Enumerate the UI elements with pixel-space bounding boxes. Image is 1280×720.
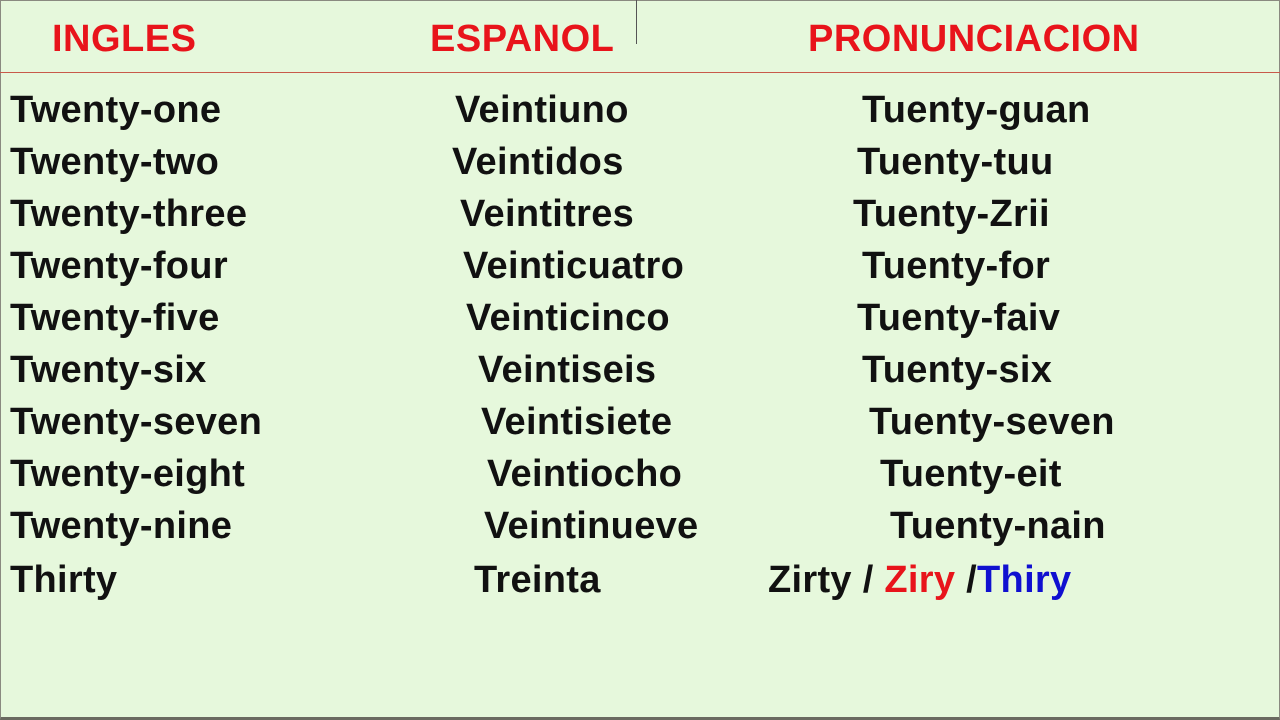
- spanish-word: Veinticuatro: [463, 245, 685, 287]
- header-divider: [0, 72, 1280, 73]
- english-word: Twenty-nine: [10, 505, 233, 547]
- pronunciation-variant-blue: Thiry: [977, 559, 1072, 601]
- spanish-word: Veintisiete: [481, 401, 673, 443]
- english-word: Twenty-one: [10, 89, 222, 131]
- spanish-word: Veintinueve: [484, 505, 699, 547]
- pronunciation-word: Tuenty-for: [862, 245, 1051, 287]
- english-word: Twenty-three: [10, 193, 248, 235]
- english-word: Twenty-seven: [10, 401, 263, 443]
- english-word: Twenty-two: [10, 141, 220, 183]
- spanish-word: Treinta: [474, 559, 601, 601]
- english-word: Twenty-six: [10, 349, 207, 391]
- spanish-word: Veintiocho: [487, 453, 683, 495]
- pronunciation-variant-black: Zirty /: [768, 559, 885, 601]
- spanish-word: Veintidos: [452, 141, 624, 183]
- english-word: Thirty: [10, 559, 118, 601]
- spanish-word: Veintitres: [460, 193, 635, 235]
- english-word: Twenty-five: [10, 297, 220, 339]
- header-english: INGLES: [52, 18, 197, 60]
- header-pronunciation: PRONUNCIACION: [808, 18, 1140, 60]
- pronunciation-word: Tuenty-tuu: [857, 141, 1054, 183]
- pronunciation-separator: /: [955, 559, 978, 601]
- spanish-word: Veintiseis: [478, 349, 657, 391]
- pronunciation-word: Tuenty-six: [862, 349, 1053, 391]
- pronunciation-word: Zirty / Ziry /Thiry: [768, 557, 1071, 603]
- mouse-pointer-line: [636, 0, 637, 44]
- pronunciation-word: Tuenty-nain: [890, 505, 1106, 547]
- spanish-word: Veinticinco: [466, 297, 670, 339]
- pronunciation-variant-red: Ziry: [884, 559, 956, 601]
- pronunciation-word: Tuenty-Zrii: [853, 193, 1050, 235]
- header-spanish: ESPANOL: [430, 18, 615, 60]
- spanish-word: Veintiuno: [455, 89, 629, 131]
- pronunciation-word: Tuenty-seven: [869, 401, 1115, 443]
- english-word: Twenty-eight: [10, 453, 246, 495]
- pronunciation-word: Tuenty-eit: [880, 453, 1062, 495]
- pronunciation-word: Tuenty-guan: [862, 89, 1091, 131]
- pronunciation-word: Tuenty-faiv: [857, 297, 1061, 339]
- english-word: Twenty-four: [10, 245, 228, 287]
